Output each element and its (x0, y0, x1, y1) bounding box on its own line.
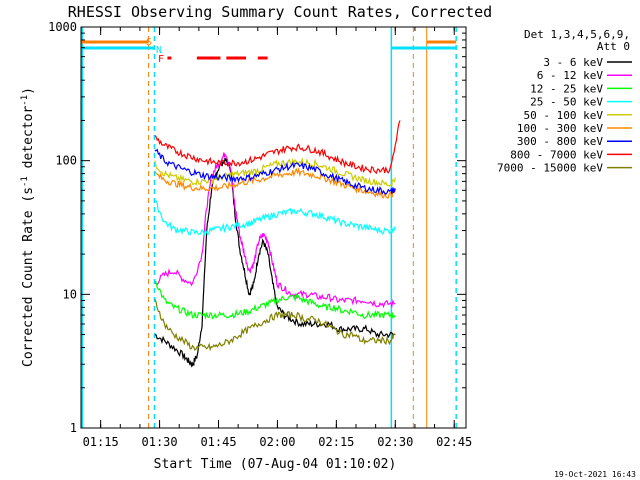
plot-series (154, 120, 401, 368)
chart-title: RHESSI Observing Summary Count Rates, Co… (68, 3, 492, 21)
legend-label-7: 800 - 7000 keV (510, 148, 603, 161)
y-axis-label-exp1: -1 (20, 176, 30, 187)
y-tick-label-2: 100 (55, 154, 77, 168)
x-tick-label-0: 01:15 (83, 435, 119, 449)
x-tick-label-5: 02:30 (377, 435, 413, 449)
series-line-5 (154, 166, 396, 199)
legend-label-1: 6 - 12 keV (537, 69, 604, 82)
y-axis-label: Corrected Count Rate (s-1 detector-1) (20, 87, 36, 367)
plot-frame (80, 26, 467, 429)
legend-label-8: 7000 - 15000 keV (497, 162, 603, 175)
y-axis: 1 10 100 1000 (48, 20, 466, 435)
night-label: N (156, 45, 162, 56)
y-tick-label-0: 1 (70, 421, 77, 435)
y-axis-label-part2: detector (21, 106, 36, 177)
series-line-0 (154, 157, 396, 368)
x-tick-label-1: 01:30 (142, 435, 178, 449)
x-tick-label-3: 02:00 (259, 435, 295, 449)
series-line-7 (154, 120, 401, 175)
legend-header-0: Det 1,3,4,5,6,9, (524, 28, 630, 41)
y-tick-label-1: 10 (63, 287, 77, 301)
series-line-2 (154, 280, 396, 320)
footer-date: 19-Oct-2021 16:43 (554, 470, 636, 479)
x-tick-label-4: 02:15 (318, 435, 354, 449)
series-line-1 (154, 152, 396, 309)
y-axis-label-part1: Corrected Count Rate (s (21, 187, 36, 367)
legend-label-5: 100 - 300 keV (517, 122, 603, 135)
series-line-8 (154, 298, 396, 352)
legend-header-1: Att 0 (597, 40, 630, 53)
observing-markers: SNF (81, 27, 457, 428)
y-axis-label-part3: ) (21, 87, 36, 95)
flare-label: F (158, 54, 164, 65)
y-tick-label-3: 1000 (48, 20, 77, 34)
series-line-4 (154, 157, 396, 188)
x-axis-label: Start Time (07-Aug-04 01:10:02) (154, 457, 397, 472)
legend-label-6: 300 - 800 keV (517, 135, 603, 148)
x-tick-label-2: 01:45 (200, 435, 236, 449)
legend-label-4: 50 - 100 keV (524, 109, 604, 122)
x-tick-label-6: 02:45 (436, 435, 472, 449)
series-line-3 (154, 200, 396, 237)
legend-label-3: 25 - 50 keV (530, 96, 603, 109)
saa-label: S (146, 37, 152, 48)
legend-label-0: 3 - 6 keV (543, 56, 603, 69)
legend-label-2: 12 - 25 keV (530, 82, 603, 95)
series-line-6 (154, 148, 396, 195)
y-axis-label-exp2: -1 (20, 95, 30, 106)
x-axis: 01:15 01:30 01:45 02:00 02:15 02:30 02:45 (80, 27, 472, 449)
